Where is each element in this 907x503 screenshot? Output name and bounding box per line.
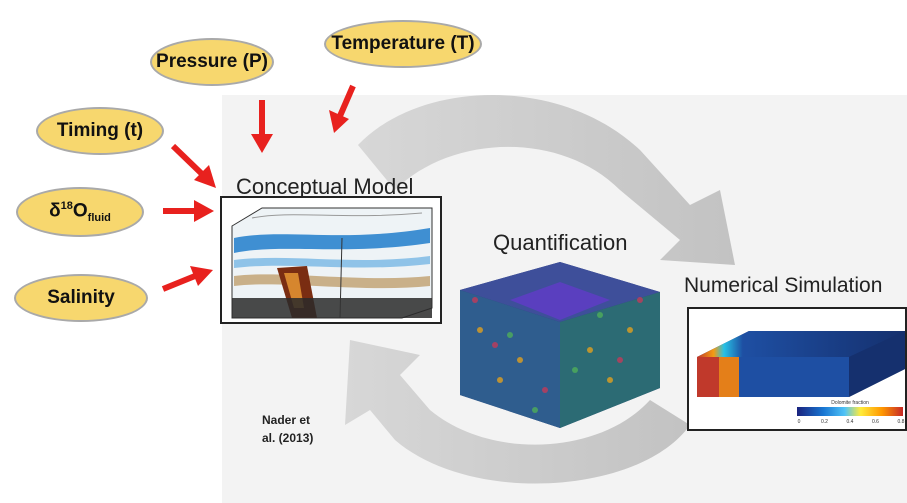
salinity-arrow bbox=[161, 266, 213, 292]
citation: Nader et al. (2013) bbox=[262, 411, 313, 447]
timing-label: Timing (t) bbox=[56, 120, 144, 141]
temperature-label: Temperature (T) bbox=[331, 33, 475, 54]
input-arrows bbox=[161, 84, 356, 292]
citation-line-2: al. (2013) bbox=[262, 431, 314, 445]
temperature-oval: Temperature (T) bbox=[324, 20, 482, 68]
isotope-mass: 18 bbox=[60, 199, 73, 212]
salinity-oval: Salinity bbox=[14, 274, 148, 322]
colorbar-tick-label: 0.8 bbox=[898, 419, 905, 425]
pressure-arrow bbox=[251, 100, 273, 153]
cycle-arrow-top bbox=[358, 95, 735, 265]
colorbar-tick-label: 0.2 bbox=[821, 419, 828, 425]
isotope-delta: δ bbox=[49, 200, 61, 222]
colorbar-tick-label: 0 bbox=[798, 419, 801, 425]
numerical-simulation-render: Dolomite fraction 0 0.2 0.4 0.6 0.8 bbox=[689, 309, 905, 429]
colorbar-ticks: 0 0.2 0.4 0.6 0.8 bbox=[798, 419, 905, 425]
colorbar-tick-label: 0.4 bbox=[847, 419, 854, 425]
quantification-title: Quantification bbox=[493, 230, 628, 255]
numerical-simulation-title: Numerical Simulation bbox=[684, 274, 883, 297]
pressure-oval: Pressure (P) bbox=[150, 38, 274, 86]
quantification-mesh-image bbox=[460, 262, 660, 428]
numerical-simulation-image: Dolomite fraction 0 0.2 0.4 0.6 0.8 bbox=[687, 307, 907, 431]
cycle-arrow-bottom bbox=[345, 340, 690, 484]
isotope-arrow bbox=[163, 200, 214, 222]
timing-arrow bbox=[170, 143, 216, 188]
isotope-subscript: fluid bbox=[87, 212, 111, 225]
conceptual-model-sketch bbox=[222, 198, 440, 322]
citation-line-1: Nader et bbox=[262, 413, 311, 427]
salinity-label: Salinity bbox=[47, 287, 115, 308]
temperature-arrow bbox=[329, 84, 356, 133]
timing-oval: Timing (t) bbox=[36, 107, 164, 155]
conceptual-model-image bbox=[220, 196, 442, 324]
colorbar-tick-label: 0.6 bbox=[872, 419, 879, 425]
isotope-oval: δ18Ofluid bbox=[16, 187, 144, 237]
pressure-label: Pressure (P) bbox=[156, 51, 268, 72]
conceptual-model-title: Conceptual Model bbox=[236, 174, 414, 199]
colorbar-title: Dolomite fraction bbox=[831, 400, 869, 406]
isotope-label: δ18Ofluid bbox=[49, 200, 111, 224]
isotope-element: O bbox=[72, 200, 88, 222]
